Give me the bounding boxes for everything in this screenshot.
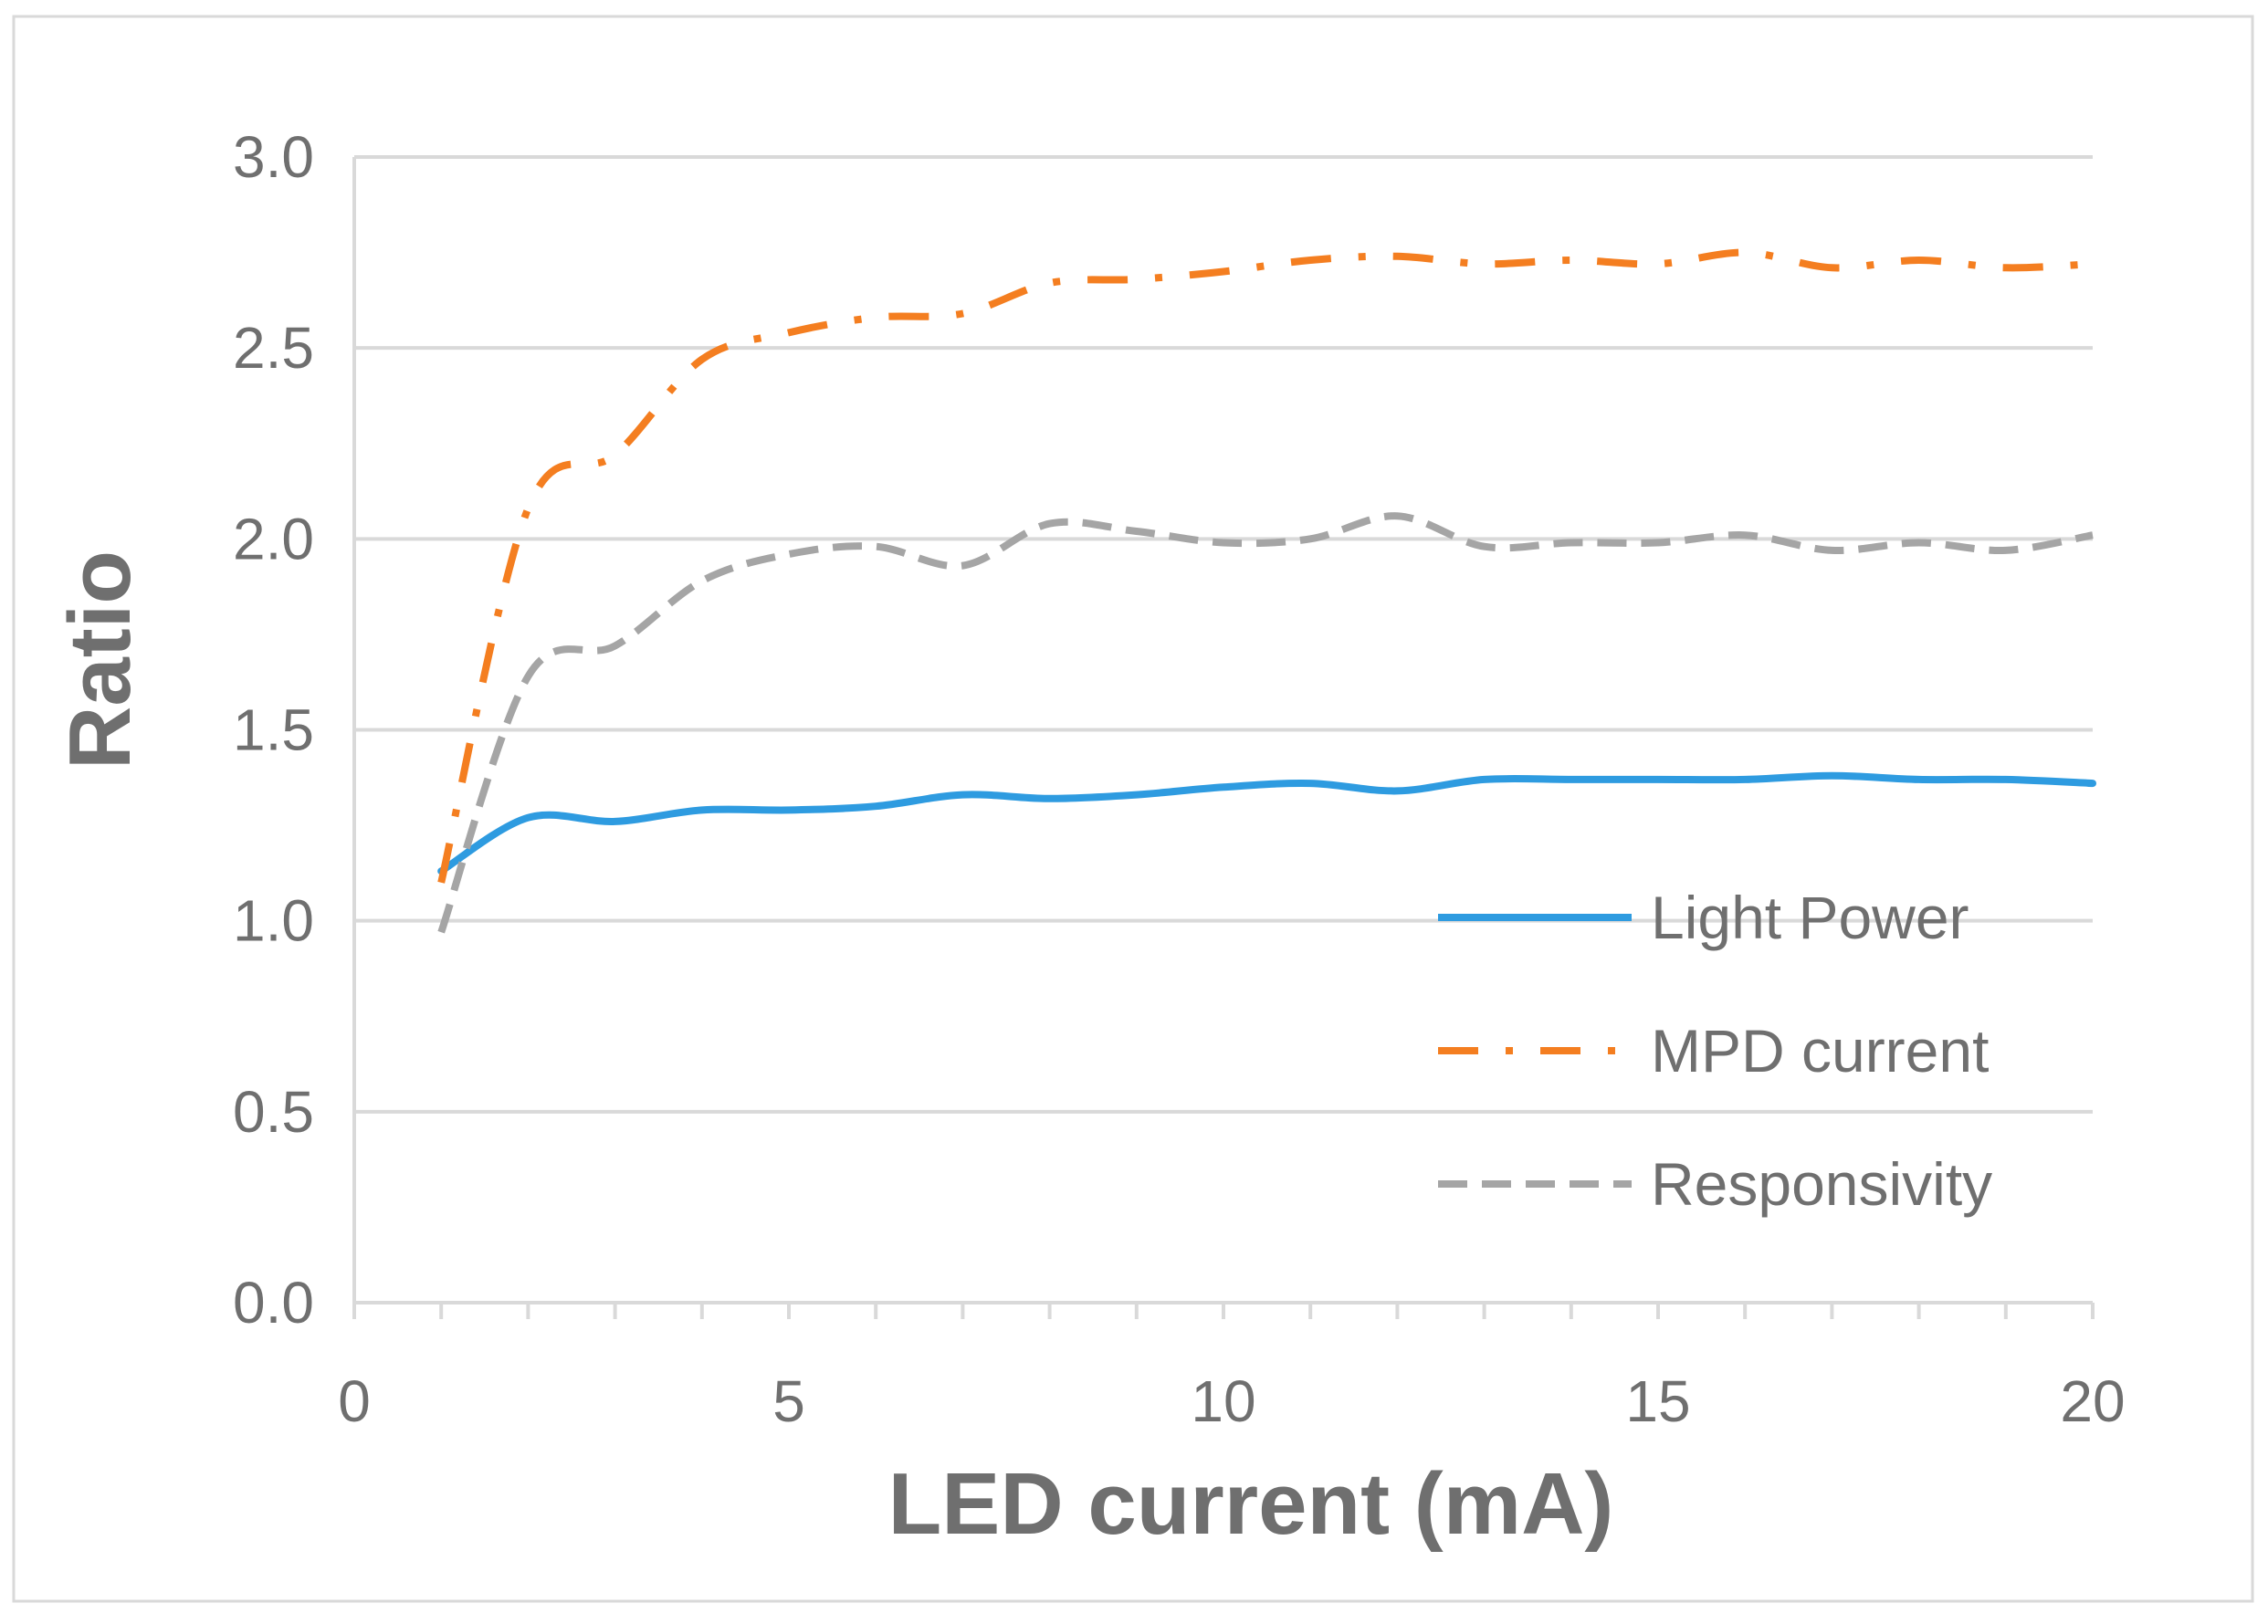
y-tick-label: 1.5	[233, 697, 314, 763]
series-line-mpd-current	[437, 248, 2094, 884]
x-tick-label: 20	[2060, 1368, 2125, 1434]
x-tick-label: 0	[338, 1368, 371, 1434]
x-tick-label: 5	[772, 1368, 805, 1434]
y-tick-label: 2.0	[233, 506, 314, 571]
x-tick-label: 10	[1191, 1368, 1255, 1434]
y-tick-label: 3.0	[233, 124, 314, 190]
y-tick-label: 1.0	[233, 888, 314, 954]
y-tick-label: 0.0	[233, 1270, 314, 1336]
series-line-light-power	[437, 771, 2096, 875]
legend: Light Power MPD current Responsivity	[1438, 884, 1992, 1218]
y-tick-label: 0.5	[233, 1079, 314, 1145]
legend-label-mpd-current: MPD current	[1651, 1017, 1989, 1084]
chart-frame	[12, 15, 2254, 1603]
y-axis-title: Ratio	[51, 550, 149, 770]
series-line-responsivity	[437, 512, 2094, 934]
y-tick-label: 2.5	[233, 315, 314, 381]
x-tick-label: 15	[1625, 1368, 1690, 1434]
axes	[352, 157, 2095, 1319]
legend-label-light-power: Light Power	[1651, 884, 1969, 951]
legend-label-responsivity: Responsivity	[1651, 1150, 1992, 1218]
x-axis-title: LED current (mA)	[888, 1455, 1614, 1553]
gridlines	[354, 155, 2093, 1114]
series-lines	[437, 248, 2096, 934]
tick-labels: 0.0 0.5 1.0 1.5 2.0 2.5 3.0 0 5 10 15 20	[233, 124, 2126, 1434]
